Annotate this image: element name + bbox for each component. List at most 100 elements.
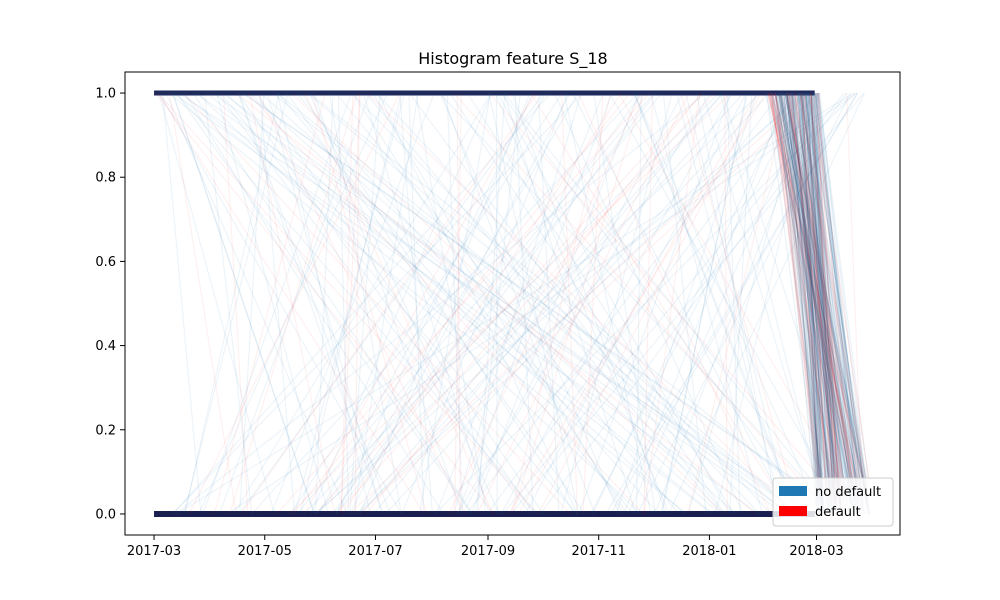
series-line xyxy=(336,92,715,515)
series-line-drop xyxy=(806,93,837,512)
series-line-drop xyxy=(810,92,866,489)
series-line-drop xyxy=(814,92,860,501)
series-line xyxy=(183,92,289,515)
series-line xyxy=(175,92,707,515)
series-line xyxy=(236,92,757,515)
series-line xyxy=(270,92,435,515)
series-line xyxy=(438,92,838,515)
series-line-drop xyxy=(811,93,839,495)
series-line xyxy=(610,92,858,515)
series-line-drop xyxy=(815,93,836,486)
series-line-drop-dark xyxy=(808,92,871,515)
series-line-drop xyxy=(808,93,838,514)
series-line xyxy=(239,93,265,514)
series-line xyxy=(307,92,799,515)
series-line xyxy=(488,92,853,515)
series-line-drop xyxy=(810,93,841,509)
series-line-drop xyxy=(775,92,822,497)
series-line xyxy=(198,92,389,515)
series-line xyxy=(615,92,758,515)
series-line xyxy=(633,92,799,515)
series-line-drop xyxy=(788,92,828,509)
y-tick-label: 0.6 xyxy=(95,255,116,270)
series-line-drop-dark xyxy=(778,92,863,515)
series-line-drop xyxy=(791,92,829,513)
series-line-drop xyxy=(771,92,847,495)
series-line xyxy=(439,92,620,515)
series-line xyxy=(165,92,348,515)
series-line-drop xyxy=(786,92,854,487)
series-line-drop xyxy=(799,93,819,503)
series-line xyxy=(608,92,847,515)
series-line xyxy=(247,92,644,515)
series-line-drop-dark xyxy=(777,92,818,515)
series-line xyxy=(495,93,498,514)
series-line-drop xyxy=(794,92,850,484)
series-line-drop xyxy=(806,93,833,513)
series-line xyxy=(563,92,652,515)
series-line-drop-dark xyxy=(786,92,861,515)
series-line xyxy=(590,92,805,515)
series-line xyxy=(488,92,579,515)
series-line-drop xyxy=(785,92,844,514)
series-line-drop xyxy=(799,92,870,509)
plot-frame xyxy=(124,71,901,536)
series-line xyxy=(316,92,762,515)
series-line-drop-dark xyxy=(805,93,837,514)
legend: no default default xyxy=(772,477,894,527)
series-line xyxy=(266,92,383,515)
series-line-drop xyxy=(802,93,823,495)
series-line xyxy=(633,92,821,515)
series-line xyxy=(226,92,858,515)
series-line-drop xyxy=(775,92,852,492)
series-line-drop-dark xyxy=(791,92,838,515)
series-line-drop xyxy=(803,92,840,486)
series-line-drop xyxy=(813,93,835,502)
series-line xyxy=(289,92,563,515)
series-line-drop xyxy=(782,92,846,494)
series-line xyxy=(296,92,655,515)
series-line-drop-dark xyxy=(792,92,865,515)
series-line-drop xyxy=(788,92,849,509)
series-line-drop xyxy=(781,92,860,514)
series-line-drop-dark xyxy=(774,92,858,515)
series-line-drop xyxy=(791,93,818,506)
series-line xyxy=(172,92,316,515)
series-line-drop xyxy=(812,92,868,506)
series-line xyxy=(242,92,843,515)
series-line-drop xyxy=(804,92,853,483)
series-line xyxy=(434,92,856,515)
series-line-drop xyxy=(774,92,859,496)
series-line xyxy=(272,92,788,515)
series-line-drop xyxy=(794,92,840,499)
series-line xyxy=(377,92,578,515)
series-line xyxy=(512,92,644,515)
series-line xyxy=(309,92,832,515)
series-line xyxy=(349,92,571,515)
series-line xyxy=(419,92,491,515)
series-line-drop xyxy=(798,92,844,492)
series-line-drop xyxy=(795,93,822,508)
series-line-drop xyxy=(785,92,867,488)
series-line-drop xyxy=(801,92,844,503)
series-line xyxy=(172,92,760,515)
series-line-drop-dark xyxy=(810,93,835,514)
series-line xyxy=(582,93,604,514)
y-tick-label: 0.2 xyxy=(95,423,116,438)
series-line-drop-dark xyxy=(808,93,824,514)
series-line xyxy=(348,92,810,515)
series-line xyxy=(514,93,534,514)
series-line xyxy=(618,92,860,515)
series-line-drop xyxy=(779,92,833,502)
series-line-drop xyxy=(805,92,860,513)
series-line-drop xyxy=(815,93,822,484)
series-line-drop-dark xyxy=(779,92,872,515)
lines-layer xyxy=(154,90,872,517)
series-line-drop xyxy=(805,93,833,495)
series-line-drop xyxy=(775,92,819,485)
series-line xyxy=(373,92,724,515)
series-line xyxy=(539,92,848,515)
series-line-drop-dark xyxy=(781,92,830,515)
series-line-drop xyxy=(785,92,865,505)
series-line-drop xyxy=(809,93,837,497)
